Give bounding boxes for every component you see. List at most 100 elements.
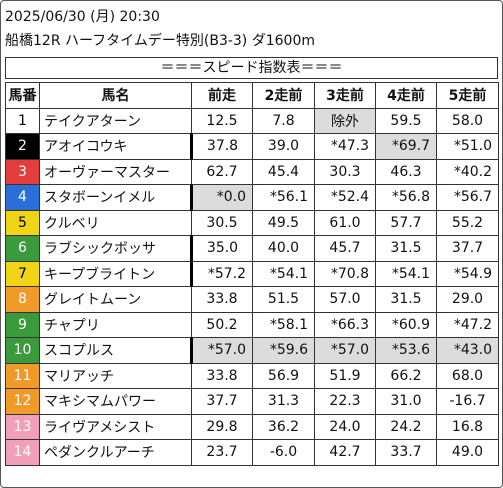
speed-index-cell: 22.3	[314, 388, 376, 415]
speed-index-cell: 35.0	[191, 235, 253, 262]
table-row: 8 グレイトムーン 33.8 51.5 57.0 31.5 29.0	[5, 286, 499, 313]
horse-number: 12	[5, 388, 40, 415]
col-header-number: 馬番	[5, 82, 40, 109]
speed-index-cell: *51.0	[436, 133, 499, 160]
race-title: 船橋12R ハーフタイムデー特別(B3-3) ダ1600m	[5, 33, 315, 49]
speed-index-cell: 7.8	[252, 107, 315, 134]
speed-index-cell: *54.1	[252, 260, 315, 287]
col-header-2back: 2走前	[252, 82, 315, 109]
speed-index-cell: *47.2	[436, 311, 499, 338]
horse-number: 7	[5, 260, 40, 287]
horse-name: クルベリ	[39, 209, 192, 236]
speed-index-cell: 58.0	[436, 107, 499, 134]
table-row: 11 マリアッチ 33.8 56.9 51.9 66.2 68.0	[5, 362, 499, 389]
speed-index-cell: 62.7	[191, 158, 253, 185]
speed-index-cell: *58.1	[252, 311, 315, 338]
table-banner: ＝＝＝スピード指数表＝＝＝	[5, 57, 498, 79]
table-row: 9 チャプリ 50.2 *58.1 *66.3 *60.9 *47.2	[5, 311, 499, 338]
speed-index-cell: 49.5	[252, 209, 315, 236]
speed-index-cell: 57.7	[375, 209, 437, 236]
horse-number: 4	[5, 184, 40, 211]
speed-index-cell: 33.8	[191, 362, 253, 389]
speed-index-cell: 51.9	[314, 362, 376, 389]
col-header-5back: 5走前	[436, 82, 499, 109]
speed-index-cell: 30.5	[191, 209, 253, 236]
horse-number: 14	[5, 439, 40, 466]
speed-index-cell: 33.7	[375, 439, 437, 466]
horse-number: 5	[5, 209, 40, 236]
speed-index-cell: *0.0	[191, 184, 253, 211]
speed-index-cell: *52.4	[314, 184, 376, 211]
speed-index-cell: -6.0	[252, 439, 315, 466]
horse-name: ペダンクルアーチ	[39, 439, 192, 466]
horse-number: 10	[5, 337, 40, 364]
speed-index-table: 馬番 馬名 前走 2走前 3走前 4走前 5走前 1 テイクアターン 12.5 7.8…	[5, 82, 499, 466]
horse-number: 9	[5, 311, 40, 338]
speed-index-cell: *56.7	[436, 184, 499, 211]
speed-index-cell: *57.0	[191, 337, 253, 364]
horse-name: テイクアターン	[39, 107, 192, 134]
speed-index-cell: 66.2	[375, 362, 437, 389]
horse-name: マリアッチ	[39, 362, 192, 389]
speed-index-cell: 45.4	[252, 158, 315, 185]
speed-index-cell: 31.5	[375, 235, 437, 262]
speed-index-cell: 55.2	[436, 209, 499, 236]
speed-index-cell: 36.2	[252, 413, 315, 440]
horse-number: 2	[5, 133, 40, 160]
speed-index-cell: 29.0	[436, 286, 499, 313]
table-row: 13 ライヴアメシスト 29.8 36.2 24.0 24.2 16.8	[5, 413, 499, 440]
horse-number: 6	[5, 235, 40, 262]
speed-index-cell: 61.0	[314, 209, 376, 236]
header-row: 馬番 馬名 前走 2走前 3走前 4走前 5走前	[5, 82, 499, 109]
table-row: 7 キープブライトン *57.2 *54.1 *70.8 *54.1 *54.9	[5, 260, 499, 287]
horse-name: ライヴアメシスト	[39, 413, 192, 440]
speed-index-cell: *54.9	[436, 260, 499, 287]
speed-index-cell: *53.6	[375, 337, 437, 364]
horse-name: スコプルス	[39, 337, 193, 364]
col-header-name: 馬名	[39, 82, 192, 109]
speed-index-cell: 31.3	[252, 388, 315, 415]
table-row: 10 スコプルス *57.0 *59.6 *57.0 *53.6 *43.0	[5, 337, 499, 364]
speed-index-cell: 49.0	[436, 439, 499, 466]
horse-name: ラブシックボッサ	[39, 235, 193, 262]
col-header-last: 前走	[191, 82, 253, 109]
horse-name: キープブライトン	[39, 260, 193, 287]
speed-index-cell: 16.8	[436, 413, 499, 440]
col-header-3back: 3走前	[314, 82, 376, 109]
speed-index-cell: *57.2	[191, 260, 253, 287]
speed-index-cell: *56.8	[375, 184, 437, 211]
speed-index-cell: 57.0	[314, 286, 376, 313]
speed-index-cell: 31.0	[375, 388, 437, 415]
table-row: 5 クルベリ 30.5 49.5 61.0 57.7 55.2	[5, 209, 499, 236]
speed-index-cell: 50.2	[191, 311, 253, 338]
table-row: 6 ラブシックボッサ 35.0 40.0 45.7 31.5 37.7	[5, 235, 499, 262]
speed-index-cell: 23.7	[191, 439, 253, 466]
table-row: 14 ペダンクルアーチ 23.7 -6.0 42.7 33.7 49.0	[5, 439, 499, 466]
table-row: 12 マキシマムパワー 37.7 31.3 22.3 31.0 -16.7	[5, 388, 499, 415]
speed-index-cell: 51.5	[252, 286, 315, 313]
speed-index-cell: 46.3	[375, 158, 437, 185]
speed-index-cell: *69.7	[375, 133, 437, 160]
horse-name: オーヴァーマスター	[39, 158, 192, 185]
horse-name: グレイトムーン	[39, 286, 192, 313]
table-row: 1 テイクアターン 12.5 7.8 除外 59.5 58.0	[5, 107, 499, 134]
horse-name: スタボーンイメル	[39, 184, 193, 211]
horse-name: アオイコウキ	[39, 133, 193, 160]
speed-index-cell: 29.8	[191, 413, 253, 440]
speed-index-cell: *70.8	[314, 260, 376, 287]
speed-index-cell: *54.1	[375, 260, 437, 287]
horse-name: チャプリ	[39, 311, 192, 338]
speed-index-cell: *56.1	[252, 184, 315, 211]
speed-index-cell: 24.0	[314, 413, 376, 440]
speed-index-cell: 68.0	[436, 362, 499, 389]
table-row: 2 アオイコウキ 37.8 39.0 *47.3 *69.7 *51.0	[5, 133, 499, 160]
speed-index-cell: 40.0	[252, 235, 315, 262]
speed-index-cell: 59.5	[375, 107, 437, 134]
speed-index-cell: 37.7	[436, 235, 499, 262]
speed-index-cell: *59.6	[252, 337, 315, 364]
col-header-4back: 4走前	[375, 82, 437, 109]
table-row: 3 オーヴァーマスター 62.7 45.4 30.3 46.3 *40.2	[5, 158, 499, 185]
speed-index-cell: 24.2	[375, 413, 437, 440]
horse-number: 8	[5, 286, 40, 313]
